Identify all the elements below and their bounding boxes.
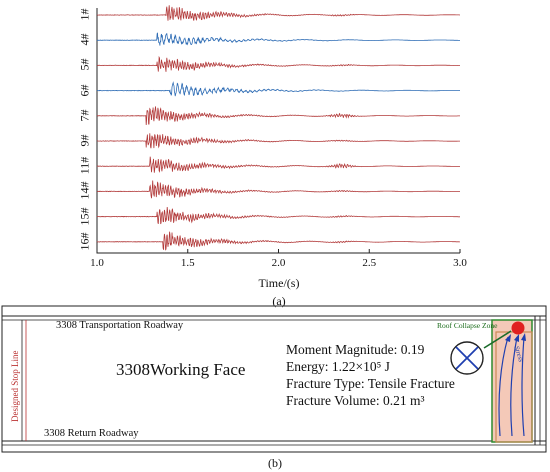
- fracture-volume: Fracture Volume: 0.21 m³: [286, 393, 425, 408]
- waveform-trace: [96, 206, 460, 225]
- x-tick-label: 2.0: [271, 257, 286, 269]
- leader-line: [483, 330, 512, 349]
- stop-line-label: Designed Stop Line: [10, 350, 20, 423]
- waveform-svg: [96, 5, 461, 254]
- x-axis-title: Time/(s): [258, 276, 300, 290]
- collapse-zone-label: Roof Collapse Zone: [437, 321, 498, 330]
- waveform-trace: [96, 106, 460, 126]
- caption-a: (a): [272, 294, 286, 308]
- waveform-trace: [96, 231, 460, 251]
- stress-arrow-2: [510, 336, 518, 437]
- waveform-trace: [96, 156, 460, 173]
- fracture-type: Fracture Type: Tensile Fracture: [286, 376, 455, 391]
- x-tick-label: 1.0: [90, 257, 104, 269]
- waveform-trace: [96, 133, 460, 149]
- moment-magnitude: Moment Magnitude: 0.19: [286, 342, 425, 357]
- energy: Energy: 1.22×10⁵ J: [286, 359, 390, 374]
- panel-frame: [1, 305, 547, 453]
- seismic-source-dot: [511, 321, 525, 335]
- working-face-label: 3308Working Face: [116, 360, 246, 379]
- waveform-trace: [97, 5, 460, 21]
- waveform-trace: [97, 180, 460, 199]
- transport-roadway-label: 3308 Transportation Roadway: [56, 320, 184, 331]
- stress-arrow-1: [498, 336, 509, 437]
- waveform-trace: [96, 81, 460, 97]
- x-tick-label: 1.5: [180, 257, 195, 269]
- stress-arrow-3: [521, 336, 525, 437]
- waveform-trace: [96, 55, 460, 72]
- caption-b: (b): [268, 456, 282, 470]
- waveform-trace: [96, 32, 460, 46]
- return-roadway-label: 3308 Return Roadway: [44, 428, 139, 439]
- x-tick-label: 2.5: [362, 257, 377, 269]
- x-tick-label: 3.0: [453, 257, 467, 269]
